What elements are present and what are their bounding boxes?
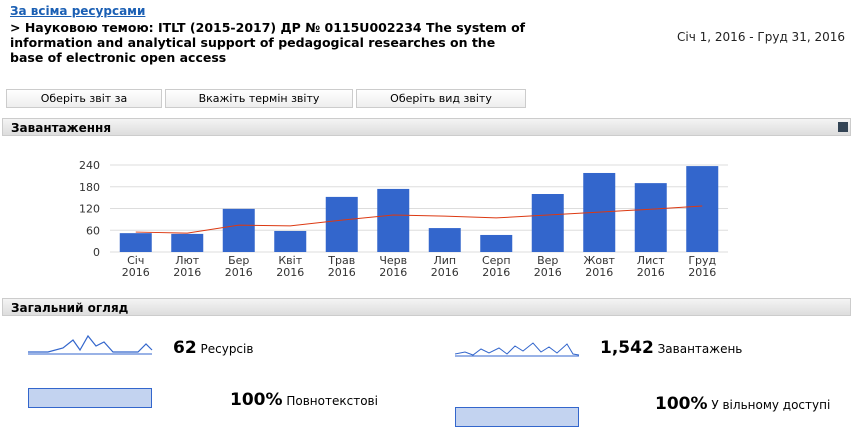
date-range: Січ 1, 2016 - Груд 31, 2016 bbox=[677, 30, 845, 44]
x-tick-label: Лют 2016 bbox=[173, 254, 201, 279]
bar bbox=[686, 166, 719, 252]
collapse-icon[interactable] bbox=[838, 122, 848, 132]
bar bbox=[428, 228, 461, 252]
x-tick-label: Жовт 2016 bbox=[584, 254, 616, 279]
stat-value: 100% bbox=[230, 390, 283, 410]
stat: 100% У вільному доступі bbox=[655, 390, 845, 419]
button[interactable]: Оберіть звіт за bbox=[6, 89, 162, 108]
x-tick-label: Квіт 2016 bbox=[276, 254, 304, 279]
bar-icon bbox=[455, 407, 579, 427]
stat-value: 100% bbox=[655, 394, 708, 414]
panel-title: Завантаження bbox=[11, 121, 112, 135]
page-title: > Науковою темою: ITLT (2015-2017) ДР № … bbox=[10, 20, 526, 65]
bar bbox=[325, 196, 358, 252]
bar bbox=[274, 230, 307, 252]
stat-value: 62 bbox=[173, 338, 197, 358]
button[interactable]: Оберіть вид звіту bbox=[356, 89, 526, 108]
x-tick-label: Бер 2016 bbox=[225, 254, 253, 279]
bar bbox=[531, 194, 564, 252]
chart: 0 60 120 180 240 Січ 2016 Лют 2016 Бер 2016 Квіт 201… bbox=[79, 159, 728, 279]
bar bbox=[222, 208, 255, 252]
stat-label: Ресурсів bbox=[200, 342, 254, 356]
line bbox=[135, 205, 703, 234]
x-tick-label: Трав 2016 bbox=[327, 254, 355, 279]
y-tick-label: 240 bbox=[79, 159, 100, 172]
x-tick-label: Лип 2016 bbox=[431, 254, 459, 279]
bar bbox=[171, 233, 204, 252]
stat-label: Завантажень bbox=[657, 342, 743, 356]
stat: 100% Повнотекстові bbox=[230, 390, 378, 410]
x-tick-label: Груд 2016 bbox=[688, 254, 716, 279]
sparkline bbox=[28, 334, 153, 355]
y-tick-label: 180 bbox=[79, 181, 100, 194]
panel-header: Завантаження bbox=[2, 118, 851, 136]
bar bbox=[377, 188, 410, 252]
x-tick-label: Серп 2016 bbox=[482, 254, 511, 279]
bar bbox=[480, 234, 513, 252]
stat: 62 Ресурсів bbox=[173, 338, 253, 358]
y-tick-label: 0 bbox=[93, 246, 100, 259]
x-tick-label: Січ 2016 bbox=[122, 254, 150, 279]
bar bbox=[634, 183, 667, 252]
stat-value: 1,542 bbox=[600, 338, 654, 358]
stat-label: Повнотекстові bbox=[286, 394, 378, 408]
y-tick-label: 120 bbox=[79, 203, 100, 216]
panel-title: Загальний огляд bbox=[11, 301, 129, 315]
x-tick-label: Черв 2016 bbox=[379, 254, 407, 279]
button[interactable]: Вкажіть термін звіту bbox=[165, 89, 353, 108]
stat: 1,542 Завантажень bbox=[600, 338, 742, 358]
panel-header: Загальний огляд bbox=[2, 298, 851, 316]
breadcrumb-link[interactable]: За всіма ресурсами bbox=[10, 4, 146, 18]
x-tick-label: Лист 2016 bbox=[637, 254, 666, 279]
sparkline bbox=[455, 342, 580, 357]
bar bbox=[119, 233, 152, 252]
x-tick-label: Вер 2016 bbox=[534, 254, 562, 279]
y-tick-label: 60 bbox=[86, 224, 100, 237]
stat-label: У вільному доступі bbox=[711, 398, 831, 412]
bar-icon bbox=[28, 388, 152, 408]
